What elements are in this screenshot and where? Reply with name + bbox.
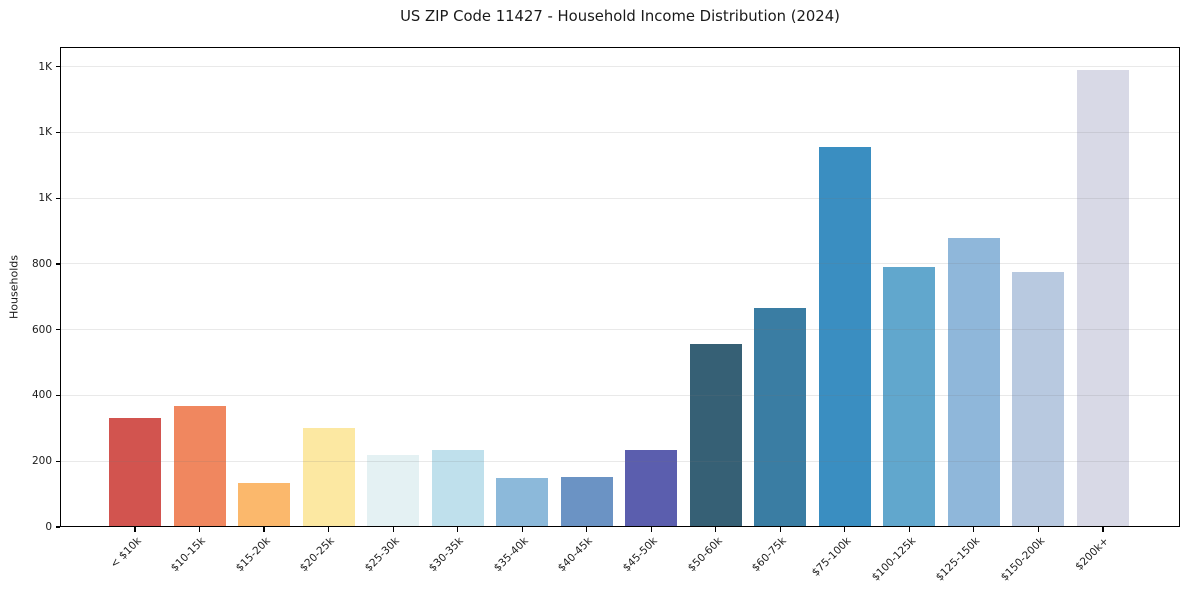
y-tick-label: 600 (31, 323, 52, 336)
x-tick-label: $150-200k (998, 535, 1047, 584)
y-tick-label: 800 (31, 257, 52, 270)
x-tick (521, 527, 523, 532)
y-tick-label: 1K (38, 192, 52, 205)
y-tick (55, 263, 60, 265)
gridline (60, 197, 1180, 199)
bar (883, 266, 936, 527)
gridline (60, 66, 1180, 68)
x-tick-label: $25-30k (362, 535, 402, 575)
x-tick-label: $35-40k (491, 535, 531, 575)
x-tick-label: $75-100k (809, 535, 854, 579)
bar (625, 450, 678, 527)
x-tick (844, 527, 846, 532)
bar (302, 427, 355, 527)
y-tick (55, 66, 60, 68)
chart-title: US ZIP Code 11427 - Household Income Dis… (400, 8, 840, 25)
gridline (60, 263, 1180, 265)
x-tick-label: $20-25k (297, 535, 338, 575)
bar (754, 307, 807, 527)
x-tick (263, 527, 265, 532)
x-tick-label: $45-50k (620, 535, 660, 575)
bar (1076, 70, 1129, 527)
x-tick (134, 527, 136, 532)
bar (109, 417, 161, 527)
bar (496, 478, 549, 527)
gridline (60, 131, 1180, 133)
x-tick (1037, 527, 1039, 532)
x-tick (650, 527, 652, 532)
x-tick (908, 527, 910, 532)
y-tick-label: 400 (31, 389, 52, 402)
bar (818, 147, 871, 527)
plot-area: 0 200 400 600 800 1K 1K 1K < $10k $10-15k $15-20k $… (32, 47, 1180, 584)
gridline (60, 460, 1180, 462)
bar (560, 477, 613, 527)
x-tick-label: $200k+ (1073, 535, 1112, 573)
y-tick (55, 460, 60, 462)
y-tick (55, 394, 60, 397)
bar (1012, 271, 1065, 527)
bar (947, 237, 1000, 527)
bar (238, 482, 291, 527)
x-tick (327, 527, 330, 532)
y-tick-label: 0 (45, 521, 52, 533)
x-tick-label: $40-45k (556, 535, 596, 575)
bar (173, 406, 226, 527)
y-tick (55, 131, 60, 134)
x-tick (457, 527, 459, 532)
x-tick-label: $125-150k (933, 535, 983, 584)
x-tick-label: $15-20k (233, 535, 273, 575)
x-tick (973, 527, 975, 532)
x-tick (779, 527, 781, 532)
y-tick (55, 329, 60, 331)
x-tick (1102, 527, 1104, 532)
y-tick-label: 200 (31, 455, 52, 468)
x-tick-label: $10-15k (168, 535, 209, 575)
x-tick-label: $30-35k (427, 535, 467, 575)
x-tick (586, 527, 588, 532)
bar (431, 450, 484, 527)
y-tick-label: 1K (38, 60, 52, 73)
y-tick (55, 197, 60, 199)
y-tick (55, 526, 60, 528)
x-tick (715, 527, 717, 532)
bar (689, 343, 742, 527)
y-axis-label: Households (7, 255, 21, 319)
gridline (60, 329, 1180, 331)
x-tick-label: $100-125k (869, 535, 918, 584)
x-tick-label: $60-75k (749, 535, 789, 575)
x-tick-label: < $10k (107, 535, 144, 571)
x-tick-label: $50-60k (685, 535, 725, 575)
bar (367, 455, 420, 527)
x-tick (392, 527, 394, 532)
x-tick (198, 527, 201, 532)
y-tick-label: 1K (38, 126, 52, 139)
gridline (60, 394, 1180, 396)
